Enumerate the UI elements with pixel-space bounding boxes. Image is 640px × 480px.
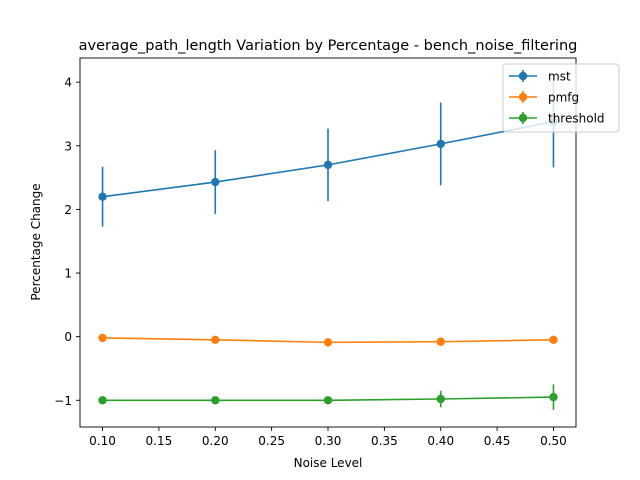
data-point-threshold — [211, 396, 220, 405]
chart-title: average_path_length Variation by Percent… — [79, 38, 578, 54]
legend-box — [502, 63, 620, 133]
x-tick-label: 0.50 — [540, 434, 567, 448]
data-point-pmfg — [323, 338, 333, 347]
x-tick-label: 0.35 — [371, 434, 398, 448]
x-tick-label: 0.15 — [146, 434, 173, 448]
data-point-pmfg — [211, 335, 220, 345]
data-point-threshold — [323, 396, 333, 405]
data-point-threshold — [549, 392, 558, 402]
data-point-threshold — [436, 394, 445, 404]
x-tick-label: 0.20 — [202, 434, 229, 448]
y-tick-label: 2 — [64, 203, 72, 217]
y-axis-label: Percentage Change — [29, 183, 43, 300]
data-point-mst — [436, 139, 445, 149]
x-axis-label: Noise Level — [294, 456, 363, 470]
legend-marker-pmfg — [518, 92, 528, 102]
y-tick-label: 1 — [64, 267, 72, 281]
y-tick-label: −1 — [54, 394, 72, 408]
x-tick-label: 0.40 — [427, 434, 454, 448]
y-tick-label: 4 — [64, 76, 72, 90]
legend-marker-threshold — [518, 113, 528, 123]
data-point-mst — [211, 177, 220, 187]
x-tick-label: 0.10 — [89, 434, 116, 448]
y-tick-label: 0 — [64, 330, 72, 344]
data-point-threshold — [98, 396, 107, 405]
x-tick-label: 0.25 — [258, 434, 285, 448]
legend-label-threshold: threshold — [548, 112, 605, 126]
series-threshold — [98, 384, 558, 410]
data-point-pmfg — [436, 337, 445, 346]
data-point-mst — [98, 192, 107, 201]
series-mst — [98, 75, 558, 227]
legend-label-mst: mst — [548, 70, 571, 84]
data-point-pmfg — [98, 333, 107, 343]
x-tick-label: 0.30 — [315, 434, 342, 448]
plot-area: 0.10 0.15 0.20 0.25 0.30 0.35 0.40 0.45 0.50 −1 0 1… — [54, 57, 620, 448]
y-tick-label: 3 — [64, 139, 72, 153]
series-pmfg — [98, 333, 558, 347]
legend-label-pmfg: pmfg — [548, 91, 579, 105]
legend-marker-mst — [518, 71, 528, 81]
data-point-pmfg — [549, 335, 558, 345]
legend: mst pmfg threshold — [502, 63, 620, 133]
x-tick-label: 0.45 — [484, 434, 511, 448]
data-point-mst — [323, 160, 333, 170]
